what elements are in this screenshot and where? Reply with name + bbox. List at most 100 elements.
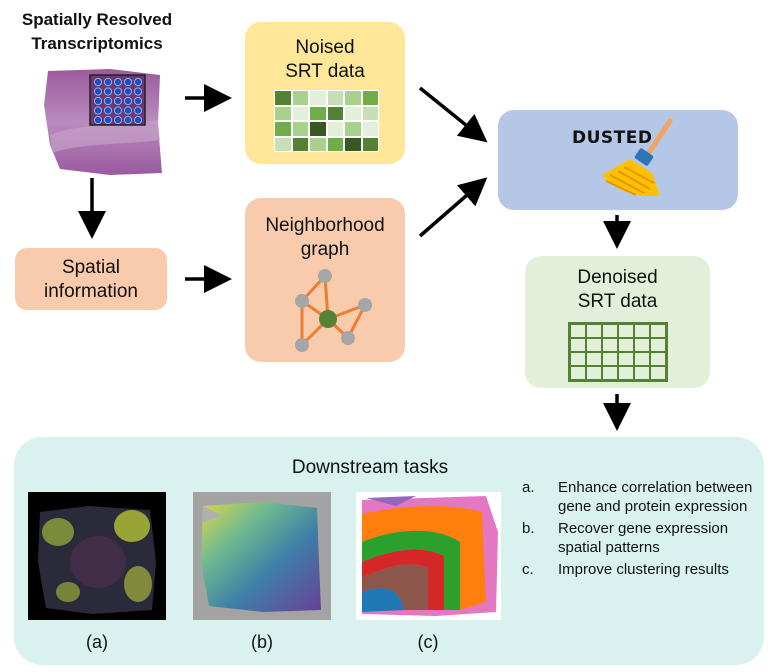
matrix-cell [570,366,586,380]
matrix-cell [344,90,362,106]
task-marker: b. [522,520,535,537]
capture-spot [134,77,143,86]
matrix-cell [650,338,666,352]
matrix-cell [361,121,379,137]
capture-spot [104,77,113,86]
capture-spot [114,97,123,106]
matrix-cell [291,121,309,137]
task-marker: c. [522,561,534,578]
arrow-graph-to-dusted [418,177,488,238]
denoised-label-line2: SRT data [577,291,658,312]
matrix-cell [326,90,344,106]
matrix-cell [586,352,602,366]
noised-label-line2: SRT data [285,61,365,82]
caption-a: (a) [86,632,108,652]
denoised-matrix [568,322,668,382]
matrix-cell [586,324,602,338]
capture-spot [134,106,143,115]
matrix-cell [291,136,309,152]
capture-spot [124,116,133,125]
capture-spot [94,87,103,96]
matrix-cell [291,90,309,106]
matrix-cell [361,90,379,106]
dusted-label: DUSTED [572,128,653,148]
matrix-cell [634,352,650,366]
matrix-cell [326,105,344,121]
tissue-image [44,69,162,175]
caption-b: (b) [251,632,273,652]
matrix-cell [650,324,666,338]
matrix-cell [618,366,634,380]
dusted-box [498,110,738,210]
capture-spot [124,106,133,115]
task-text: Improve clustering results [558,561,729,578]
matrix-cell [309,136,327,152]
matrix-cell [309,90,327,106]
matrix-cell [344,105,362,121]
capture-spot [104,106,113,115]
matrix-cell [650,352,666,366]
matrix-cell [618,338,634,352]
caption-c: (c) [417,632,439,652]
capture-spot [134,97,143,106]
capture-spot [94,106,103,115]
graph-label-line1: Neighborhood [265,215,385,236]
matrix-cell [361,105,379,121]
matrix-cell [634,338,650,352]
downstream-title: Downstream tasks [291,457,449,478]
task-item: b. Recover gene expression spatial patter… [522,519,762,557]
noised-matrix [274,90,379,152]
capture-spot [124,87,133,96]
task-text: Enhance correlation between gene and pro… [558,479,753,515]
matrix-cell [634,366,650,380]
capture-spot [134,116,143,125]
result-image-a [28,492,166,620]
task-item: c. Improve clustering results [522,560,762,579]
matrix-cell [361,136,379,152]
matrix-cell [274,121,292,137]
matrix-cell [309,121,327,137]
matrix-cell [586,366,602,380]
matrix-cell [326,136,344,152]
matrix-cell [274,136,292,152]
matrix-cell [618,352,634,366]
capture-spot [104,116,113,125]
matrix-cell [570,338,586,352]
task-marker: a. [522,479,535,496]
neighborhood-graph-icon [295,269,372,352]
capture-spot [104,87,113,96]
noised-label-line1: Noised [295,37,355,58]
matrix-cell [618,324,634,338]
spot-grid [94,77,143,125]
graph-label-line2: graph [300,239,350,260]
capture-spot [114,77,123,86]
spatial-label-line1: Spatial [61,257,121,278]
page-title: Spatially Resolved Transcriptomics [21,10,173,53]
matrix-cell [650,366,666,380]
spatial-label-line2: information [44,281,138,302]
capture-spot [114,116,123,125]
capture-spot [114,106,123,115]
capture-spot [124,77,133,86]
matrix-cell [309,105,327,121]
matrix-cell [344,121,362,137]
matrix-cell [326,121,344,137]
capture-spot [114,87,123,96]
capture-spot [94,77,103,86]
matrix-cell [570,324,586,338]
task-item: a. Enhance correlation between gene and p… [522,478,762,516]
result-image-b [193,492,331,620]
matrix-cell [634,324,650,338]
matrix-cell [344,136,362,152]
result-image-c [356,492,501,620]
matrix-cell [602,338,618,352]
matrix-cell [274,90,292,106]
matrix-cell [570,352,586,366]
broom-icon [602,118,673,197]
matrix-cell [602,366,618,380]
matrix-cell [586,338,602,352]
capture-spot [134,87,143,96]
capture-spot [94,97,103,106]
capture-spot [124,97,133,106]
